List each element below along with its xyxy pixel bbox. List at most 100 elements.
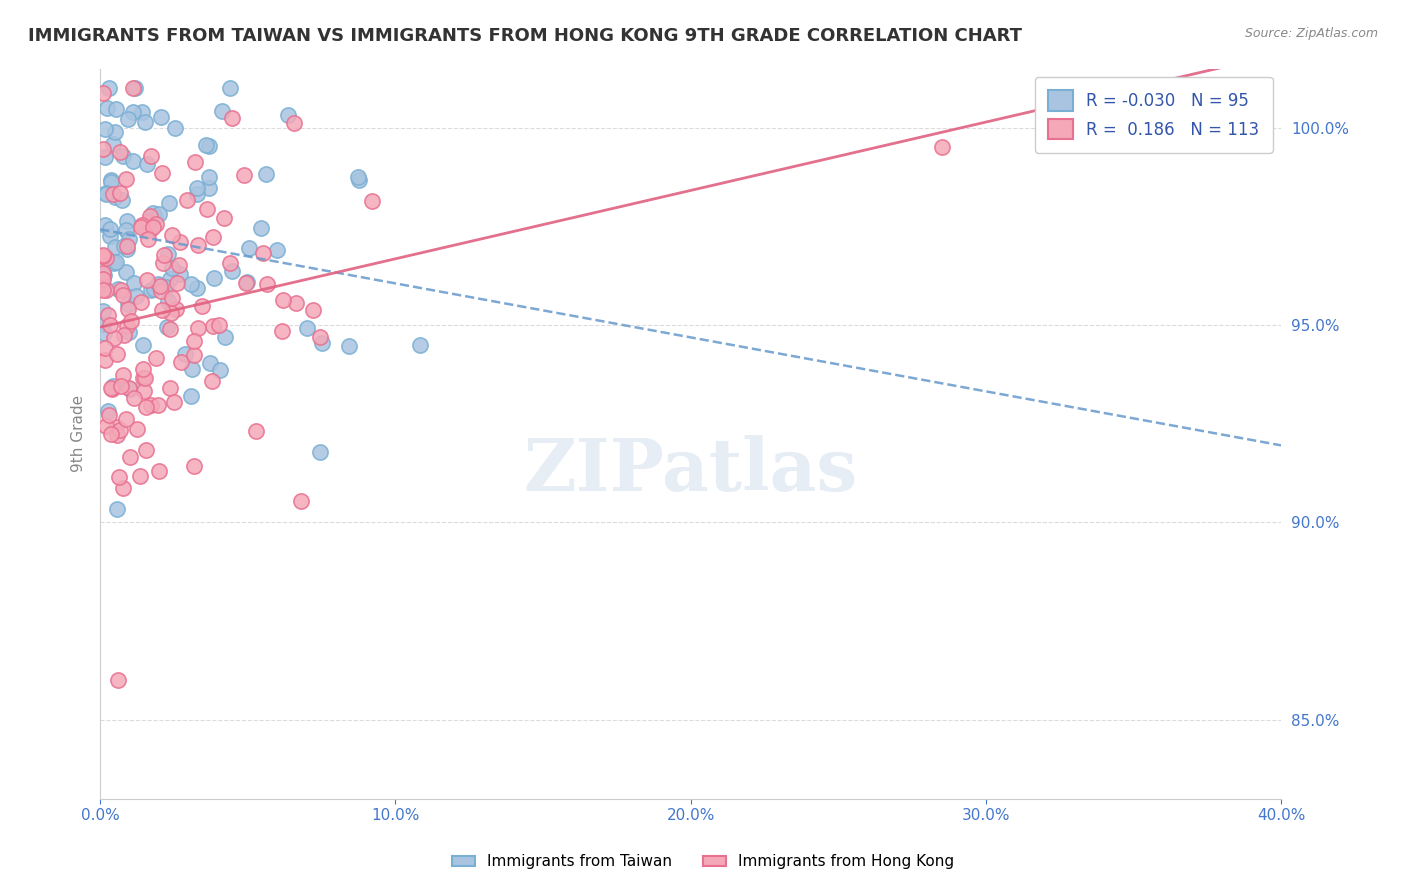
Immigrants from Taiwan <box>180 277 202 291</box>
Immigrants from Hong Kong <box>94 251 117 265</box>
Immigrants from Hong Kong <box>153 248 176 262</box>
Y-axis label: 9th Grade: 9th Grade <box>72 395 86 472</box>
Immigrants from Hong Kong <box>108 423 131 437</box>
Immigrants from Taiwan <box>198 169 221 184</box>
Immigrants from Hong Kong <box>98 408 121 422</box>
Immigrants from Hong Kong <box>150 166 173 180</box>
Immigrants from Hong Kong <box>219 256 242 270</box>
Immigrants from Hong Kong <box>112 481 135 495</box>
Immigrants from Taiwan <box>124 81 146 95</box>
Immigrants from Taiwan <box>101 379 124 393</box>
Immigrants from Hong Kong <box>136 273 159 287</box>
Immigrants from Taiwan <box>236 275 259 289</box>
Immigrants from Hong Kong <box>152 256 174 270</box>
Immigrants from Hong Kong <box>94 352 117 367</box>
Immigrants from Hong Kong <box>270 324 292 338</box>
Immigrants from Hong Kong <box>132 384 155 399</box>
Immigrants from Taiwan <box>100 173 122 187</box>
Immigrants from Taiwan <box>91 317 114 331</box>
Immigrants from Hong Kong <box>309 330 332 344</box>
Immigrants from Taiwan <box>94 187 117 202</box>
Immigrants from Taiwan <box>114 239 136 253</box>
Immigrants from Taiwan <box>157 196 180 211</box>
Immigrants from Hong Kong <box>183 334 205 348</box>
Immigrants from Taiwan <box>100 175 122 189</box>
Immigrants from Hong Kong <box>134 371 156 385</box>
Immigrants from Hong Kong <box>245 424 267 438</box>
Immigrants from Hong Kong <box>139 398 162 412</box>
Immigrants from Hong Kong <box>176 193 198 207</box>
Immigrants from Hong Kong <box>163 394 186 409</box>
Immigrants from Hong Kong <box>117 301 139 316</box>
Immigrants from Taiwan <box>122 105 145 120</box>
Immigrants from Taiwan <box>105 102 128 116</box>
Immigrants from Taiwan <box>148 207 170 221</box>
Immigrants from Taiwan <box>181 361 204 376</box>
Immigrants from Hong Kong <box>195 202 218 216</box>
Immigrants from Hong Kong <box>105 428 128 442</box>
Immigrants from Hong Kong <box>160 291 183 305</box>
Immigrants from Taiwan <box>91 277 114 292</box>
Immigrants from Hong Kong <box>135 400 157 414</box>
Immigrants from Hong Kong <box>108 186 131 200</box>
Immigrants from Taiwan <box>146 277 169 291</box>
Immigrants from Taiwan <box>93 326 115 340</box>
Immigrants from Taiwan <box>139 283 162 297</box>
Immigrants from Taiwan <box>186 281 208 295</box>
Immigrants from Taiwan <box>104 125 127 139</box>
Immigrants from Hong Kong <box>100 381 122 395</box>
Immigrants from Hong Kong <box>142 219 165 234</box>
Immigrants from Taiwan <box>169 267 191 281</box>
Immigrants from Hong Kong <box>91 248 114 262</box>
Immigrants from Taiwan <box>104 190 127 204</box>
Immigrants from Hong Kong <box>112 288 135 302</box>
Immigrants from Hong Kong <box>105 346 128 360</box>
Immigrants from Taiwan <box>114 222 136 236</box>
Immigrants from Taiwan <box>96 101 118 115</box>
Text: IMMIGRANTS FROM TAIWAN VS IMMIGRANTS FROM HONG KONG 9TH GRADE CORRELATION CHART: IMMIGRANTS FROM TAIWAN VS IMMIGRANTS FRO… <box>28 27 1022 45</box>
Immigrants from Taiwan <box>159 271 181 285</box>
Immigrants from Hong Kong <box>252 246 274 260</box>
Immigrants from Hong Kong <box>212 211 235 225</box>
Immigrants from Hong Kong <box>201 318 224 333</box>
Immigrants from Hong Kong <box>235 277 257 291</box>
Immigrants from Taiwan <box>98 81 121 95</box>
Immigrants from Hong Kong <box>118 450 141 464</box>
Immigrants from Hong Kong <box>110 379 132 393</box>
Immigrants from Taiwan <box>117 112 139 126</box>
Immigrants from Hong Kong <box>114 327 136 342</box>
Immigrants from Hong Kong <box>97 308 120 322</box>
Text: ZIPatlas: ZIPatlas <box>523 434 858 506</box>
Immigrants from Taiwan <box>198 181 221 195</box>
Immigrants from Taiwan <box>142 206 165 220</box>
Immigrants from Hong Kong <box>129 219 152 234</box>
Immigrants from Hong Kong <box>183 348 205 362</box>
Immigrants from Hong Kong <box>290 493 312 508</box>
Immigrants from Taiwan <box>122 277 145 291</box>
Immigrants from Taiwan <box>131 104 153 119</box>
Immigrants from Hong Kong <box>101 186 124 201</box>
Immigrants from Taiwan <box>238 241 260 255</box>
Immigrants from Hong Kong <box>94 341 117 355</box>
Immigrants from Hong Kong <box>107 470 129 484</box>
Immigrants from Taiwan <box>149 110 172 124</box>
Immigrants from Hong Kong <box>91 248 114 262</box>
Immigrants from Hong Kong <box>132 371 155 385</box>
Immigrants from Hong Kong <box>167 258 190 272</box>
Immigrants from Hong Kong <box>136 232 159 246</box>
Immigrants from Hong Kong <box>131 219 153 233</box>
Immigrants from Taiwan <box>156 320 179 334</box>
Immigrants from Taiwan <box>198 139 221 153</box>
Immigrants from Hong Kong <box>931 140 953 154</box>
Immigrants from Hong Kong <box>117 239 139 253</box>
Immigrants from Taiwan <box>180 389 202 403</box>
Immigrants from Taiwan <box>118 232 141 246</box>
Immigrants from Taiwan <box>308 444 330 458</box>
Immigrants from Taiwan <box>98 229 121 244</box>
Immigrants from Hong Kong <box>100 382 122 396</box>
Immigrants from Hong Kong <box>96 283 118 297</box>
Immigrants from Hong Kong <box>169 235 191 249</box>
Immigrants from Hong Kong <box>145 217 167 231</box>
Immigrants from Hong Kong <box>135 443 157 458</box>
Immigrants from Hong Kong <box>115 171 138 186</box>
